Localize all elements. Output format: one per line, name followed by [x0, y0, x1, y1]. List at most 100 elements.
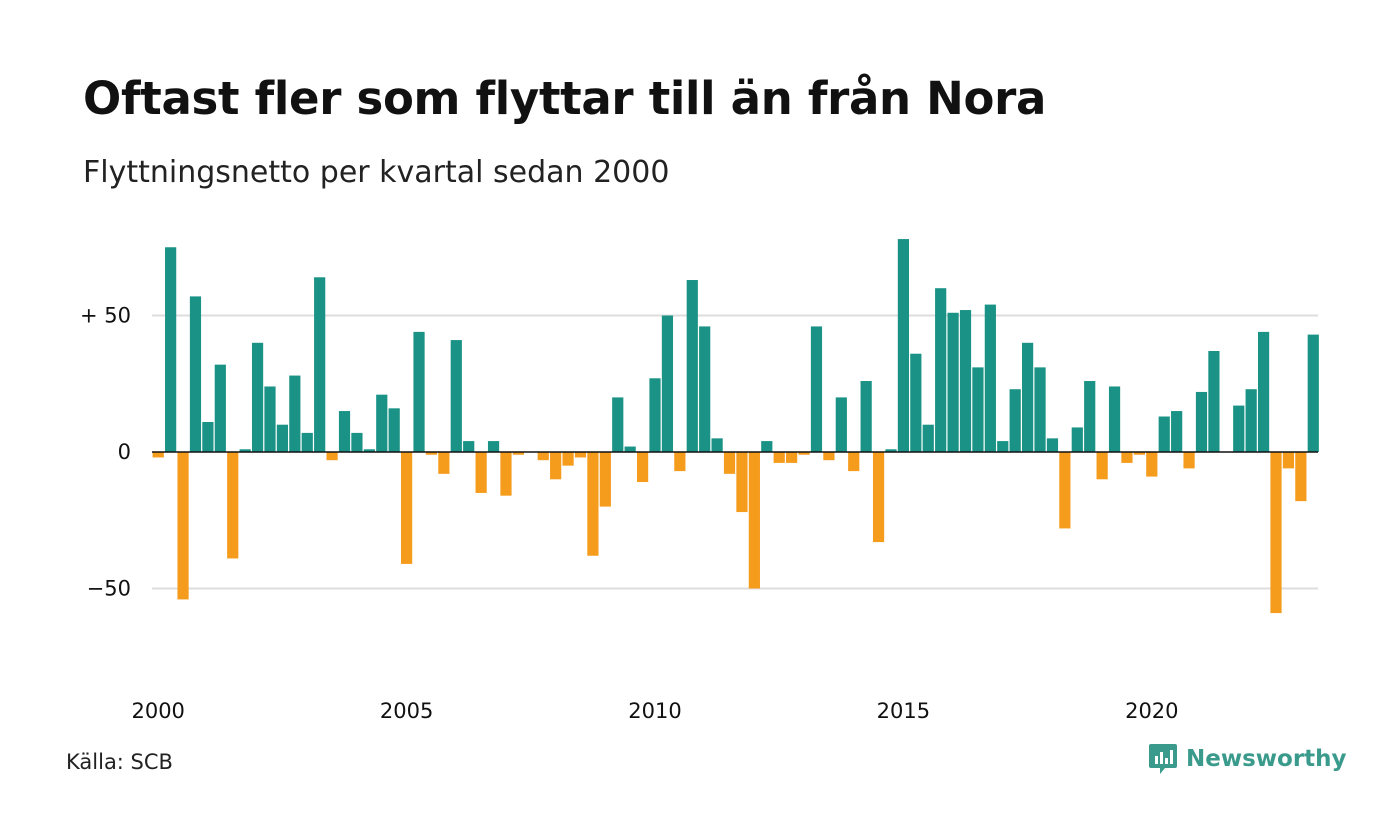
bar — [636, 452, 649, 483]
bar — [363, 449, 375, 452]
bar — [289, 375, 301, 452]
bar — [177, 452, 189, 600]
bar — [574, 452, 587, 458]
bar — [301, 432, 313, 452]
bar — [512, 452, 524, 455]
y-tick-label: −50 — [87, 577, 131, 601]
bar — [872, 452, 885, 543]
bar — [450, 340, 462, 452]
bar — [1245, 389, 1257, 452]
bar — [1096, 452, 1108, 480]
bar — [984, 304, 996, 452]
bar — [351, 432, 363, 452]
bar — [761, 441, 773, 452]
x-axis-tick-labels: 2000 2005 2010 2015 2020 — [131, 699, 1178, 723]
bar — [165, 247, 177, 452]
bar-chart: + 50 0 −50 2000 2005 2010 2015 2020 — [80, 239, 1319, 723]
bar — [748, 452, 760, 589]
bar — [413, 331, 425, 452]
y-tick-label: + 50 — [80, 304, 131, 328]
bar — [612, 397, 624, 452]
bar — [798, 452, 810, 455]
bar — [972, 367, 984, 452]
x-tick-label: 2015 — [877, 699, 930, 723]
bar — [1121, 452, 1133, 463]
bar — [947, 312, 959, 452]
bar — [1307, 334, 1319, 452]
bar — [736, 452, 748, 513]
bar — [786, 452, 798, 463]
bar — [463, 441, 475, 452]
bar — [649, 378, 661, 452]
chart-title: Oftast fler som flyttar till än från Nor… — [83, 72, 1047, 125]
bar — [1084, 381, 1096, 452]
bar — [276, 424, 289, 452]
bar — [773, 452, 785, 463]
bar — [475, 452, 487, 493]
bar — [711, 438, 723, 452]
bar — [959, 310, 972, 452]
bars — [152, 239, 1319, 614]
bar — [1158, 416, 1170, 452]
y-axis-tick-labels: + 50 0 −50 — [80, 304, 131, 601]
bar — [848, 452, 860, 472]
bar — [860, 381, 872, 452]
bar — [1208, 350, 1220, 452]
bar — [239, 449, 251, 452]
bar — [1022, 342, 1034, 452]
bar — [624, 446, 636, 452]
bar — [699, 326, 711, 452]
bar — [1034, 367, 1046, 452]
bar — [202, 421, 214, 452]
x-tick-label: 2020 — [1125, 699, 1178, 723]
grid-lines — [152, 314, 1318, 590]
bar — [723, 452, 736, 474]
bar — [264, 386, 276, 452]
bar — [152, 452, 164, 458]
bar — [922, 424, 934, 452]
bar — [1257, 331, 1270, 452]
bar — [661, 315, 674, 452]
bar — [438, 452, 450, 474]
bar — [1059, 452, 1071, 529]
bar — [897, 239, 910, 452]
newsworthy-logo-icon — [1149, 744, 1177, 774]
x-tick-label: 2000 — [131, 699, 184, 723]
bar — [537, 452, 549, 461]
bar — [401, 452, 413, 564]
bar — [1108, 386, 1121, 452]
bar — [885, 449, 897, 452]
x-tick-label: 2010 — [628, 699, 681, 723]
source-note: Källa: SCB — [66, 750, 173, 774]
bar — [388, 408, 400, 452]
bar — [562, 452, 574, 466]
bar — [1295, 452, 1307, 502]
bar — [1071, 427, 1083, 452]
bar — [550, 452, 562, 480]
bar — [1270, 452, 1282, 614]
bar — [227, 452, 239, 559]
bar — [425, 452, 438, 455]
bar — [338, 411, 351, 452]
bar — [835, 397, 847, 452]
bar — [1146, 452, 1158, 477]
bar — [487, 441, 500, 452]
bar — [1195, 391, 1208, 452]
chart-subtitle: Flyttningsnetto per kvartal sedan 2000 — [83, 155, 670, 190]
brand-name: Newsworthy — [1186, 746, 1347, 772]
bar — [1009, 389, 1021, 452]
bar — [686, 280, 698, 452]
bar — [1171, 411, 1183, 452]
bar — [910, 353, 922, 452]
bar — [1046, 438, 1059, 452]
bar — [674, 452, 686, 472]
bar — [935, 288, 947, 452]
bar — [500, 452, 512, 496]
bar — [810, 326, 823, 452]
bar — [214, 364, 226, 452]
bar — [1233, 405, 1245, 452]
bar — [314, 277, 326, 452]
bar — [376, 394, 388, 452]
bar — [1183, 452, 1195, 469]
bar — [997, 441, 1009, 452]
